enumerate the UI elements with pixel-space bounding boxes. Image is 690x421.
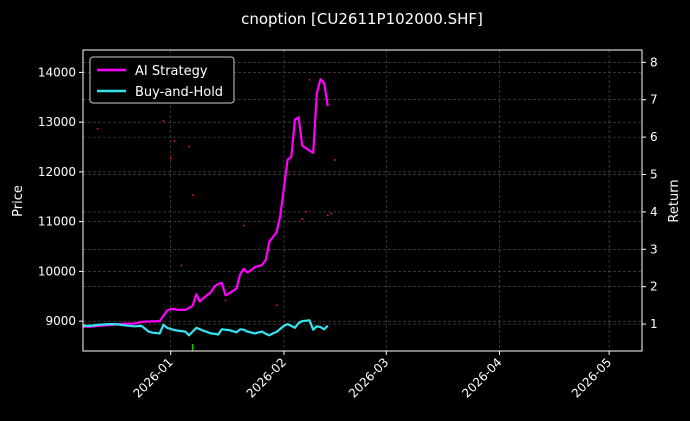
plot-frame <box>82 49 643 352</box>
y2-tick-label: 3 <box>650 242 658 256</box>
y-tick-label: 9000 <box>45 314 76 328</box>
scatter-point <box>268 249 271 252</box>
scatter-point <box>308 78 311 81</box>
y2-tick-label: 6 <box>650 130 658 144</box>
scatter-point <box>334 159 336 161</box>
scatter-point <box>180 264 183 267</box>
y2-axis-label: Return <box>667 179 682 222</box>
scatter-point <box>188 145 190 148</box>
scatter-point <box>242 224 245 227</box>
y-tick-label: 10000 <box>38 264 76 278</box>
scatter-point <box>162 119 165 122</box>
scatter-point <box>304 210 307 213</box>
y-tick-label: 14000 <box>38 65 76 79</box>
scatter-layer <box>96 78 336 351</box>
scatter-point <box>169 157 172 160</box>
series-line-ai-strategy <box>83 78 329 328</box>
y2-tick-label: 7 <box>650 93 658 107</box>
y-tick-label: 12000 <box>38 165 76 179</box>
chart-title: cnoption [CU2611P102000.SHF] <box>241 10 483 28</box>
series-line-buy-and-hold <box>82 319 329 337</box>
legend: AI Strategy Buy-and-Hold <box>89 56 235 104</box>
scatter-point <box>191 194 194 197</box>
y2-tick-label: 4 <box>650 205 658 219</box>
legend-label-ai-strategy: AI Strategy <box>135 64 208 79</box>
legend-label-buy-and-hold: Buy-and-Hold <box>135 85 223 100</box>
scatter-point <box>301 218 304 221</box>
y2-tick-label: 5 <box>650 168 658 182</box>
scatter-point <box>326 214 329 217</box>
series-layer <box>82 78 329 337</box>
scatter-point <box>330 212 333 215</box>
scatter-point <box>173 140 176 142</box>
y-tick-label: 13000 <box>38 115 76 129</box>
y2-tick-label: 8 <box>650 55 658 69</box>
scatter-point <box>96 127 99 130</box>
y2-tick-label: 2 <box>650 280 658 294</box>
scatter-point <box>275 304 278 307</box>
grid-layer <box>83 50 642 351</box>
y-axis-label: Price <box>11 185 26 217</box>
y-tick-label: 11000 <box>38 215 76 229</box>
y2-tick-label: 1 <box>650 317 658 331</box>
scatter-point <box>224 299 227 302</box>
